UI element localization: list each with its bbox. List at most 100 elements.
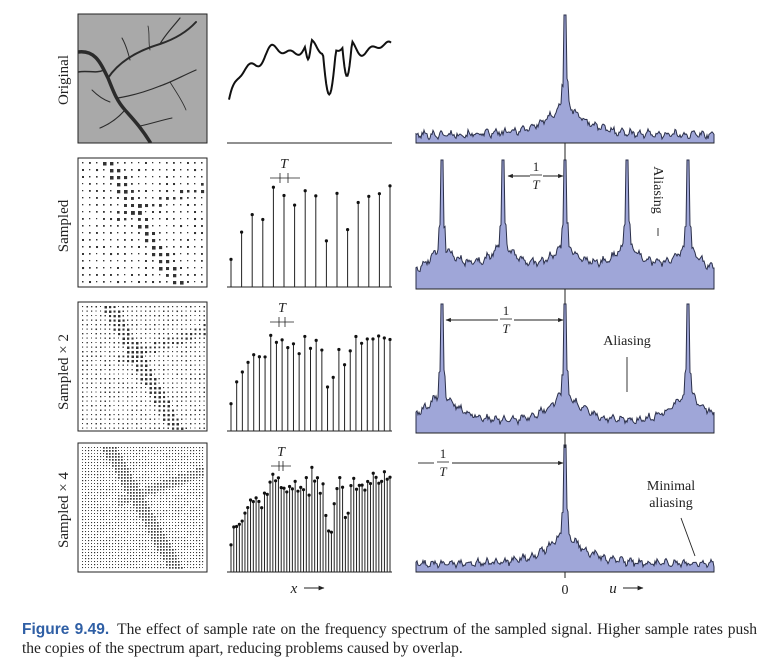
image-sample-dot xyxy=(152,253,156,257)
image-sample-dot xyxy=(91,564,92,565)
image-sample-dot xyxy=(199,531,201,533)
image-sample-dot xyxy=(181,364,183,366)
image-sample-dot xyxy=(91,561,92,562)
image-sample-dot xyxy=(89,246,91,248)
image-sample-dot xyxy=(121,453,123,455)
image-sample-dot xyxy=(163,453,165,455)
image-sample-dot xyxy=(127,378,129,380)
image-sample-dot xyxy=(109,546,111,548)
image-sample-dot xyxy=(159,260,163,264)
image-sample-dot xyxy=(130,453,131,454)
image-sample-dot xyxy=(109,534,110,535)
sample-point xyxy=(229,257,233,261)
image-sample-dot xyxy=(100,351,102,353)
image-sample-dot xyxy=(94,483,95,484)
image-sample-dot xyxy=(121,474,123,476)
image-sample-dot xyxy=(199,414,201,416)
image-sample-dot xyxy=(145,337,147,339)
image-sample-dot xyxy=(152,267,154,269)
image-sample-dot xyxy=(139,450,141,452)
image-sample-dot xyxy=(172,364,174,366)
image-sample-dot xyxy=(184,504,186,506)
image-sample-dot xyxy=(202,558,203,559)
image-sample-dot xyxy=(139,558,141,560)
image-sample-dot xyxy=(85,477,87,479)
image-sample-dot xyxy=(173,239,175,241)
sample-point xyxy=(250,212,254,217)
image-sample-dot xyxy=(109,453,111,455)
image-sample-dot xyxy=(190,564,191,565)
image-sample-dot xyxy=(109,543,110,544)
image-sample-dot xyxy=(151,540,153,542)
image-sample-dot xyxy=(121,558,122,559)
image-sample-dot xyxy=(112,555,114,557)
image-sample-dot xyxy=(203,319,205,321)
image-sample-dot xyxy=(169,474,171,476)
image-sample-dot xyxy=(185,315,187,317)
image-sample-dot xyxy=(86,382,88,384)
image-sample-dot xyxy=(115,513,116,514)
image-sample-dot xyxy=(82,197,84,199)
image-sample-dot xyxy=(181,489,182,490)
image-sample-dot xyxy=(154,531,156,533)
image-sample-dot xyxy=(187,525,189,527)
image-sample-dot xyxy=(82,260,84,262)
image-sample-dot xyxy=(112,477,113,478)
image-sample-dot xyxy=(136,525,137,526)
image-sample-dot xyxy=(122,328,125,331)
image-sample-dot xyxy=(124,253,126,255)
image-sample-dot xyxy=(89,204,91,206)
image-sample-dot xyxy=(138,190,140,192)
image-sample-dot xyxy=(203,396,205,398)
image-sample-dot xyxy=(194,391,196,393)
sample-point xyxy=(299,485,303,489)
image-sample-dot xyxy=(194,267,196,269)
image-sample-dot xyxy=(115,507,117,509)
image-sample-dot xyxy=(138,183,140,185)
image-sample-dot xyxy=(172,498,173,499)
row-label-sampled: Sampled xyxy=(56,199,72,252)
image-sample-dot xyxy=(157,540,159,542)
image-sample-dot xyxy=(113,387,115,389)
image-sample-dot xyxy=(118,552,119,553)
image-sample-dot xyxy=(167,333,170,335)
image-sample-dot xyxy=(163,501,164,502)
image-sample-dot xyxy=(142,480,144,482)
image-sample-dot xyxy=(100,528,102,530)
image-sample-dot xyxy=(109,364,111,366)
image-sample-dot xyxy=(100,522,102,524)
image-sample-dot xyxy=(127,465,129,467)
image-sample-dot xyxy=(190,405,192,407)
image-sample-dot xyxy=(103,510,105,512)
image-sample-dot xyxy=(122,418,124,420)
image-sample-dot xyxy=(190,558,192,560)
image-sample-dot xyxy=(193,510,195,512)
image-sample-dot xyxy=(112,540,113,541)
image-sample-dot xyxy=(142,552,144,554)
image-sample-dot xyxy=(151,537,153,539)
image-sample-dot xyxy=(178,453,180,455)
image-sample-dot xyxy=(95,333,97,335)
image-sample-dot xyxy=(118,564,120,566)
image-sample-dot xyxy=(138,281,141,284)
image-sample-dot xyxy=(202,552,204,554)
image-sample-dot xyxy=(103,513,105,515)
image-sample-dot xyxy=(100,558,102,560)
image-sample-dot xyxy=(190,423,192,425)
image-sample-dot xyxy=(82,558,83,559)
image-sample-dot xyxy=(194,369,196,371)
image-sample-dot xyxy=(106,462,108,464)
image-sample-dot xyxy=(91,555,92,556)
image-sample-dot xyxy=(109,504,110,505)
image-sample-dot xyxy=(131,267,133,269)
image-sample-dot xyxy=(100,364,102,366)
image-sample-dot xyxy=(157,450,159,452)
image-sample-dot xyxy=(190,519,192,521)
image-sample-dot xyxy=(127,427,129,429)
image-sample-dot xyxy=(85,480,87,482)
image-sample-dot xyxy=(180,204,182,206)
image-sample-dot xyxy=(82,418,84,421)
image-sample-dot xyxy=(82,218,84,220)
image-sample-dot xyxy=(121,537,123,539)
image-sample-dot xyxy=(97,564,98,565)
